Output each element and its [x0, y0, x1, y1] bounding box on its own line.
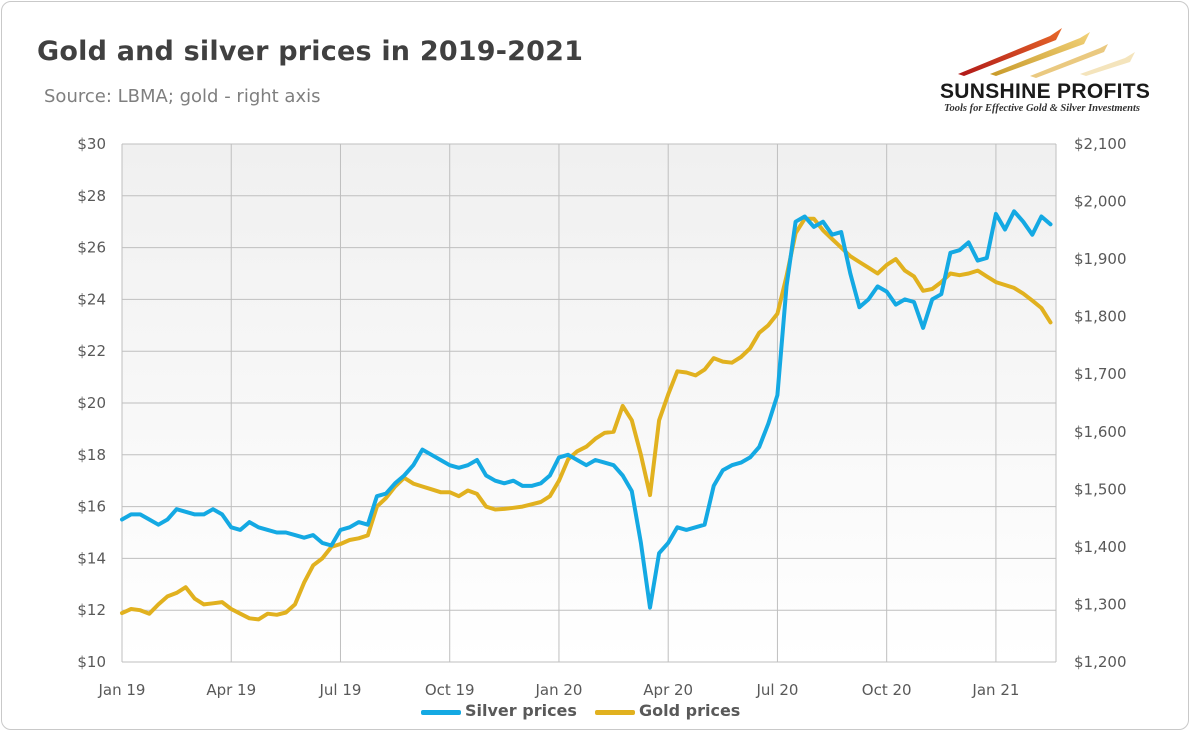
y-left-tick-label: $26	[77, 239, 106, 257]
y-right-tick-label: $1,600	[1074, 423, 1127, 441]
y-left-tick-label: $22	[77, 342, 106, 360]
legend-swatch-gold	[595, 710, 635, 715]
silver-price-line	[120, 209, 1053, 610]
x-tick-label: Jan 21	[971, 681, 1019, 699]
x-tick-label: Jul 20	[755, 681, 798, 699]
x-tick-label: Jan 20	[534, 681, 582, 699]
y-right-tick-label: $1,700	[1074, 365, 1127, 383]
sunshine-profits-logo-icon	[958, 28, 1135, 78]
y-left-tick-label: $30	[77, 135, 106, 153]
x-tick-label: Oct 19	[425, 681, 475, 699]
y-left-tick-label: $28	[77, 187, 106, 205]
y-left-tick-label: $12	[77, 601, 106, 619]
y-left-tick-label: $16	[77, 498, 106, 516]
y-left-tick-label: $18	[77, 446, 106, 464]
y-left-tick-label: $10	[77, 653, 106, 671]
legend-label-gold: Gold prices	[639, 701, 741, 720]
chart-title: Gold and silver prices in 2019-2021	[37, 36, 584, 67]
x-tick-label: Oct 20	[862, 681, 912, 699]
y-right-tick-label: $1,500	[1074, 480, 1127, 498]
x-tick-label: Apr 20	[643, 681, 693, 699]
y-right-tick-label: $2,100	[1074, 135, 1127, 153]
y-left-tick-label: $24	[77, 290, 106, 308]
logo-tagline: Tools for Effective Gold & Silver Invest…	[944, 103, 1140, 114]
legend-label-silver: Silver prices	[465, 701, 577, 720]
y-right-tick-label: $1,400	[1074, 538, 1127, 556]
legend: Silver prices Gold prices	[0, 701, 1190, 723]
gold-price-line	[120, 216, 1053, 622]
y-right-tick-label: $2,000	[1074, 193, 1127, 211]
x-tick-label: Jul 19	[319, 681, 362, 699]
legend-swatch-silver	[421, 710, 461, 715]
y-right-tick-label: $1,300	[1074, 595, 1127, 613]
y-right-tick-label: $1,800	[1074, 308, 1127, 326]
y-right-tick-label: $1,900	[1074, 250, 1127, 268]
x-tick-label: Apr 19	[206, 681, 256, 699]
y-left-tick-label: $20	[77, 394, 106, 412]
y-left-tick-label: $14	[77, 549, 106, 567]
y-right-tick-label: $1,200	[1074, 653, 1127, 671]
x-tick-label: Jan 19	[98, 681, 146, 699]
chart-subtitle: Source: LBMA; gold - right axis	[44, 86, 321, 107]
logo-brand-text: SUNSHINE PROFITS	[940, 80, 1151, 103]
